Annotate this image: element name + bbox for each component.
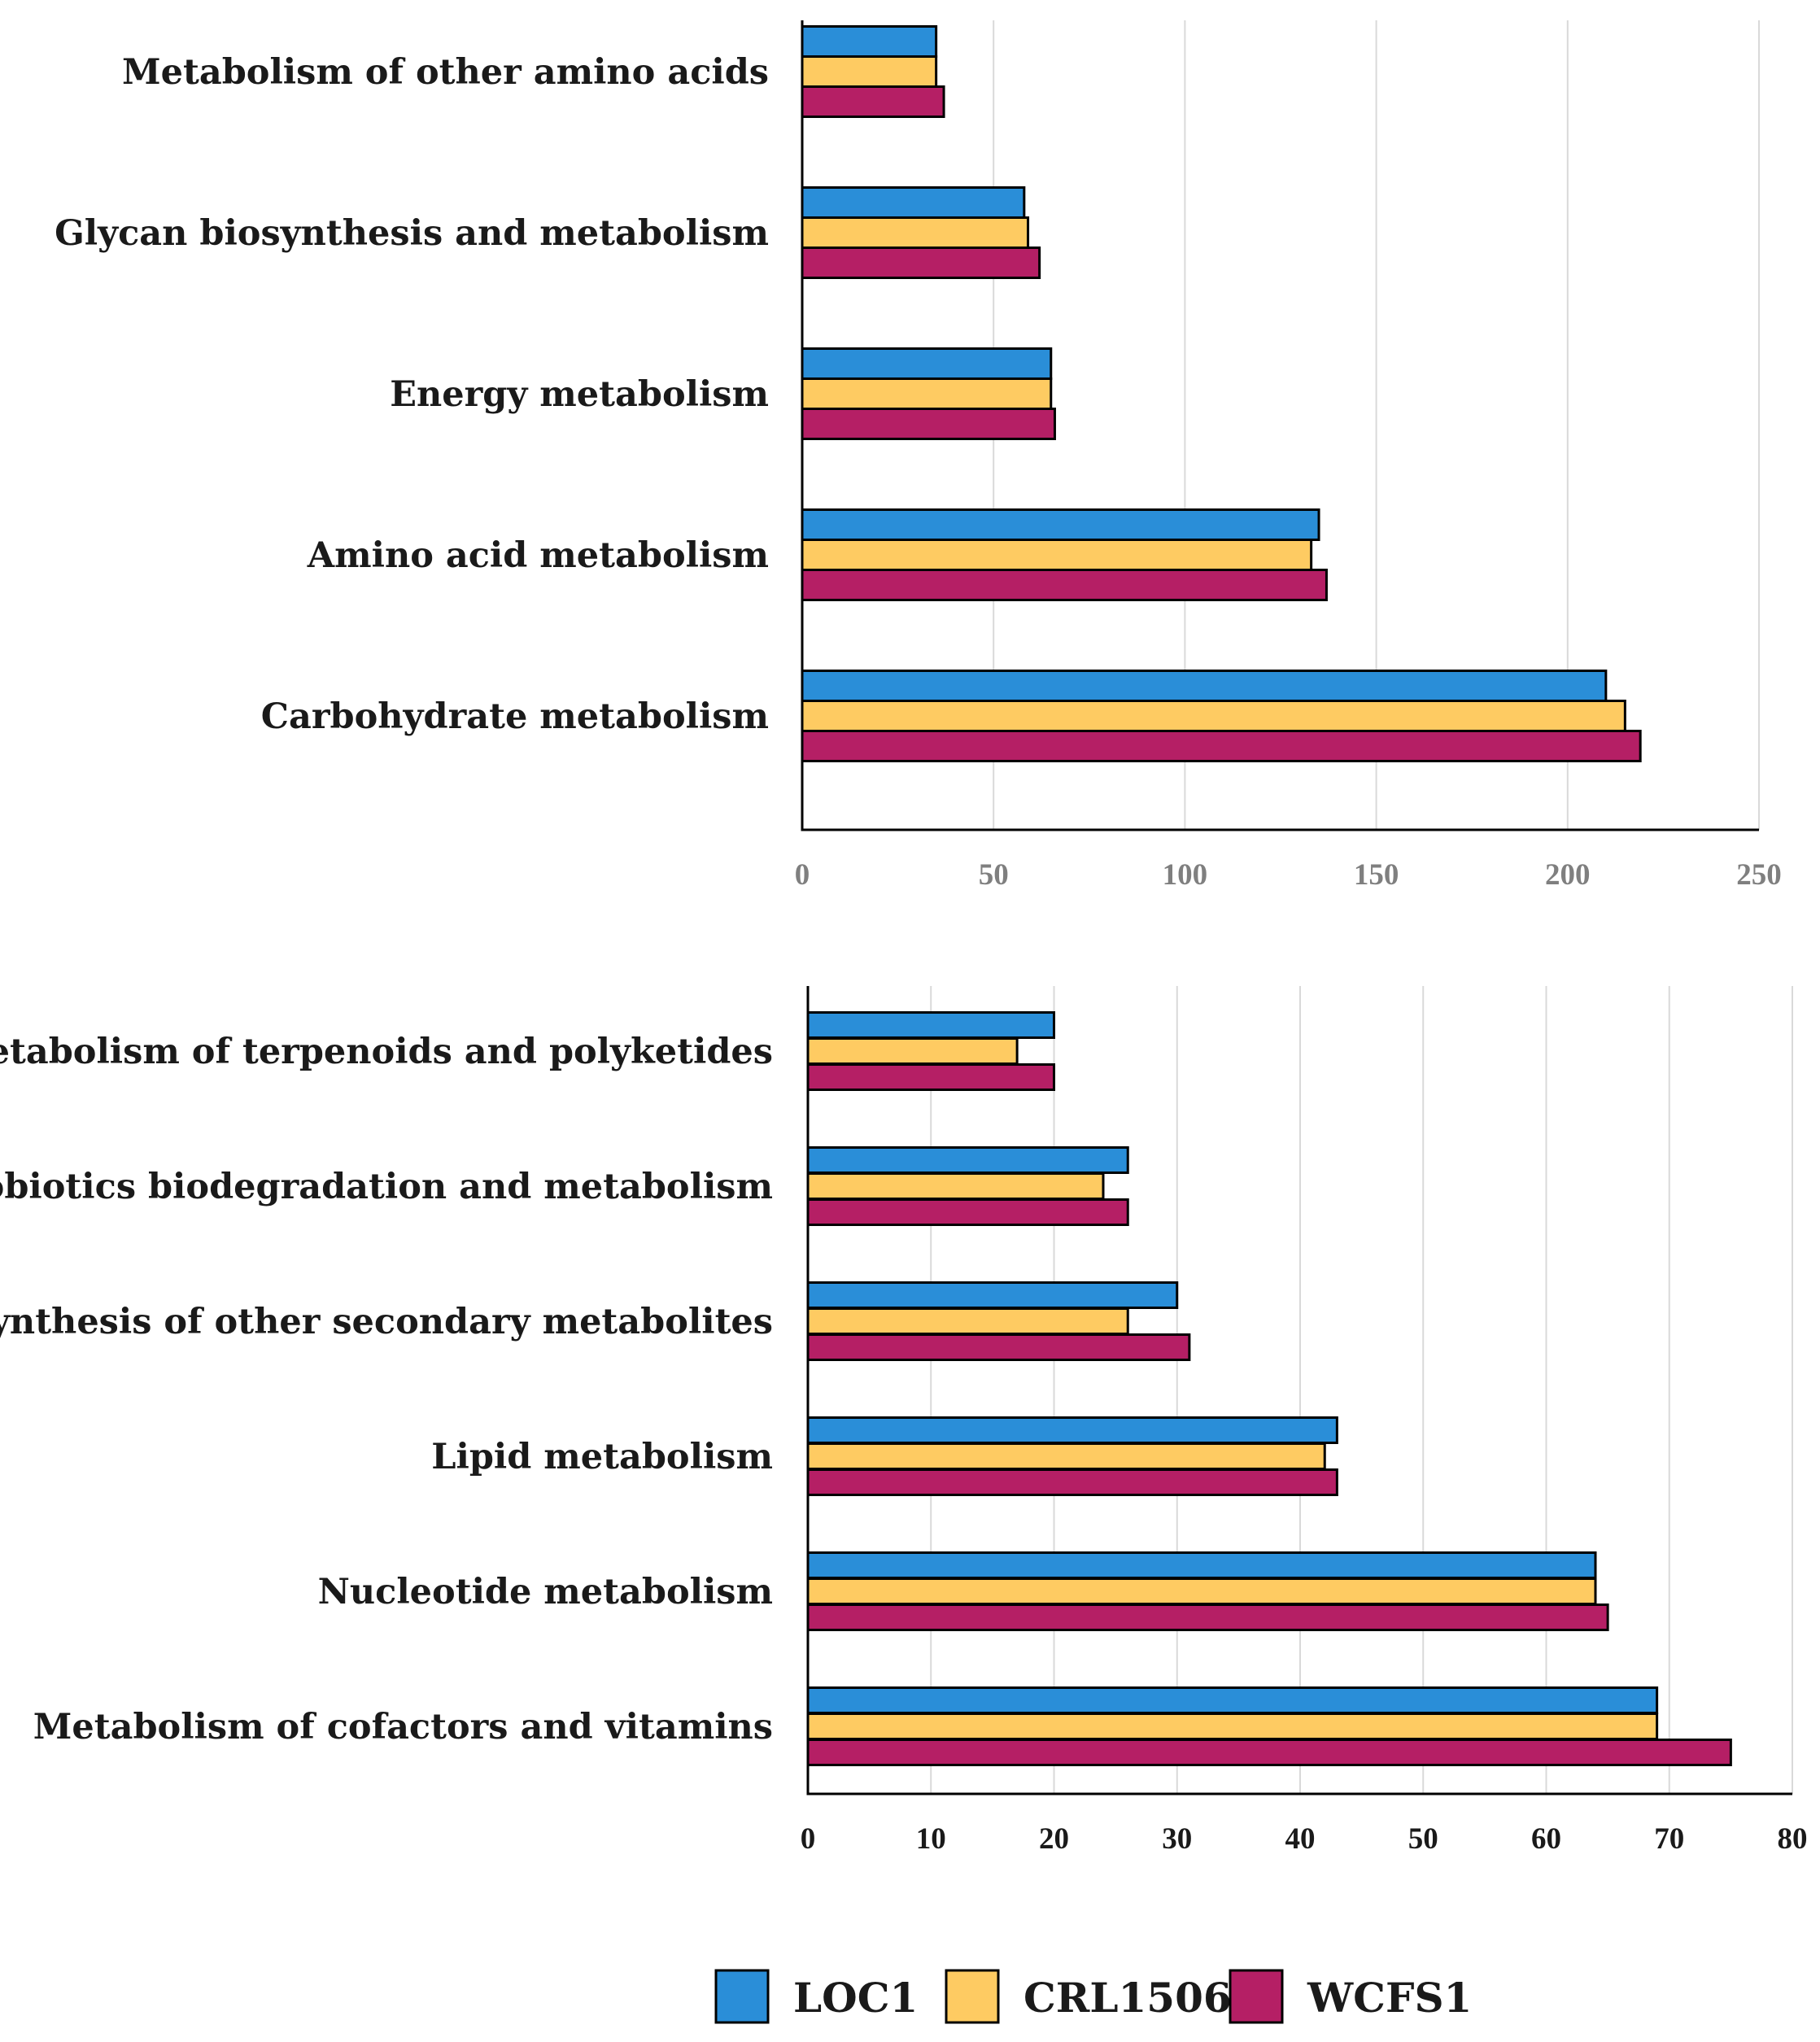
top-bar-crl1506-carbohydrate-metabolism [801, 700, 1626, 732]
chart-bottom: 0 10 20 30 40 50 60 70 80 Metabolism of terpenoid… [0, 986, 1808, 1856]
bottom-bar-crl1506-biosynthesis-of-other-secondary-metabolites [806, 1307, 1129, 1335]
bottom-tick-label-40: 40 [1285, 1822, 1316, 1856]
legend-label-loc1: LOC1 [793, 1974, 918, 2022]
top-bar-crl1506-glycan-biosynthesis-and-metabolism [801, 216, 1030, 249]
bottom-tick-label-80: 80 [1778, 1822, 1808, 1856]
top-bar-crl1506-energy-metabolism [801, 377, 1053, 410]
chart-top: 0 50 100 150 200 250 Metabolism of other amino… [55, 20, 1782, 892]
bottom-bar-wcfs1-biosynthesis-of-other-secondary-metabolites [806, 1333, 1191, 1361]
bottom-bar-loc1-xenobiotics-biodegradation-and-metabolism [806, 1146, 1129, 1174]
bottom-tick-label-30: 30 [1162, 1822, 1192, 1856]
bottom-bar-loc1-metabolism-of-terpenoids-and-polyketides [806, 1011, 1055, 1039]
top-tick-label-100: 100 [1163, 858, 1208, 892]
legend-label-wcfs1: WCFS1 [1307, 1974, 1472, 2022]
legend-swatch-loc1 [714, 1969, 770, 2024]
top-tick-label-200: 200 [1545, 858, 1591, 892]
bottom-bar-wcfs1-metabolism-of-cofactors-and-vitamins [806, 1739, 1732, 1766]
top-tick-label-50: 50 [979, 858, 1009, 892]
top-bar-crl1506-amino-acid-metabolism [801, 539, 1313, 571]
bottom-tick-label-60: 60 [1531, 1822, 1561, 1856]
bottom-category-label-metabolism-of-cofactors-and-vitamins: Metabolism of cofactors and vitamins [33, 1707, 773, 1747]
bottom-tick-label-50: 50 [1408, 1822, 1438, 1856]
bottom-category-label-lipid-metabolism: Lipid metabolism [431, 1437, 773, 1477]
bottom-category-label-metabolism-of-terpenoids-and-polyketides: Metabolism of terpenoids and polyketides [0, 1032, 773, 1072]
bottom-bar-loc1-metabolism-of-cofactors-and-vitamins [806, 1686, 1659, 1714]
top-tick-label-250: 250 [1736, 858, 1782, 892]
top-bar-loc1-glycan-biosynthesis-and-metabolism [801, 186, 1026, 219]
bottom-tick-label-10: 10 [916, 1822, 946, 1856]
bottom-bar-wcfs1-metabolism-of-terpenoids-and-polyketides [806, 1063, 1055, 1091]
top-bar-wcfs1-carbohydrate-metabolism [801, 730, 1642, 762]
bottom-bar-crl1506-nucleotide-metabolism [806, 1577, 1597, 1605]
top-tick-label-0: 0 [795, 858, 810, 892]
bottom-bar-crl1506-metabolism-of-terpenoids-and-polyketides [806, 1037, 1019, 1065]
bottom-category-label-nucleotide-metabolism: Nucleotide metabolism [318, 1572, 773, 1612]
top-bar-loc1-energy-metabolism [801, 347, 1053, 380]
top-bar-loc1-amino-acid-metabolism [801, 508, 1320, 541]
legend-swatch-wcfs1 [1229, 1969, 1284, 2024]
bottom-bar-crl1506-metabolism-of-cofactors-and-vitamins [806, 1713, 1659, 1740]
bottom-bar-wcfs1-lipid-metabolism [806, 1468, 1338, 1496]
top-bar-wcfs1-metabolism-of-other-amino-acids [801, 85, 945, 118]
top-bar-wcfs1-energy-metabolism [801, 408, 1056, 440]
top-category-label-glycan-biosynthesis-and-metabolism: Glycan biosynthesis and metabolism [55, 213, 769, 254]
top-bar-wcfs1-glycan-biosynthesis-and-metabolism [801, 247, 1041, 279]
bottom-category-label-biosynthesis-of-other-secondary-metabolites: Biosynthesis of other secondary metaboli… [0, 1302, 773, 1342]
bottom-bar-wcfs1-nucleotide-metabolism [806, 1603, 1609, 1631]
top-category-label-metabolism-of-other-amino-acids: Metabolism of other amino acids [122, 52, 769, 93]
bottom-bar-loc1-lipid-metabolism [806, 1416, 1338, 1444]
bottom-bar-crl1506-lipid-metabolism [806, 1442, 1326, 1470]
legend: LOC1 CRL1506 WCFS1 [714, 1969, 1472, 2024]
bottom-bar-crl1506-xenobiotics-biodegradation-and-metabolism [806, 1172, 1105, 1200]
top-tick-label-150: 150 [1354, 858, 1399, 892]
bottom-category-label-xenobiotics-biodegradation-and-metabolism: Xenobiotics biodegradation and metabolis… [0, 1167, 773, 1207]
top-bar-loc1-metabolism-of-other-amino-acids [801, 25, 938, 58]
top-category-label-amino-acid-metabolism: Amino acid metabolism [307, 535, 769, 576]
bottom-bar-wcfs1-xenobiotics-biodegradation-and-metabolism [806, 1198, 1129, 1226]
bottom-bar-loc1-nucleotide-metabolism [806, 1551, 1597, 1579]
bottom-tick-label-70: 70 [1654, 1822, 1684, 1856]
top-bar-wcfs1-amino-acid-metabolism [801, 569, 1328, 601]
top-bar-crl1506-metabolism-of-other-amino-acids [801, 55, 938, 88]
legend-swatch-crl1506 [945, 1969, 1000, 2024]
bottom-tick-label-20: 20 [1039, 1822, 1069, 1856]
top-category-label-carbohydrate-metabolism: Carbohydrate metabolism [261, 696, 769, 737]
bottom-tick-label-0: 0 [801, 1822, 816, 1856]
bottom-bar-loc1-biosynthesis-of-other-secondary-metabolites [806, 1281, 1179, 1309]
top-bar-loc1-carbohydrate-metabolism [801, 670, 1608, 702]
top-category-label-energy-metabolism: Energy metabolism [390, 374, 769, 415]
legend-label-crl1506: CRL1506 [1023, 1974, 1232, 2022]
